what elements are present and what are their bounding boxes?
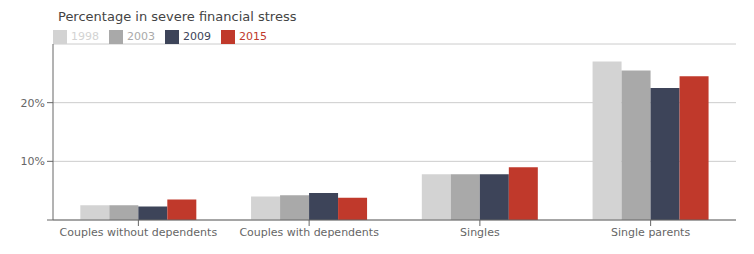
svg-text:Couples with dependents: Couples with dependents (239, 226, 379, 239)
svg-text:Couples without dependents: Couples without dependents (60, 226, 218, 239)
html-text:2003: 2003 (127, 30, 155, 43)
html-text:2015: 2015 (239, 30, 267, 43)
svg-text:20%: 20% (21, 97, 45, 110)
svg-text:10%: 10% (21, 155, 45, 168)
html-text:1998: 1998 (71, 30, 99, 43)
svg-text:Singles: Singles (460, 226, 500, 239)
html-text:2009: 2009 (183, 30, 211, 43)
html-text:Percentage in severe financial: Percentage in severe financial stress (58, 9, 297, 24)
svg-text:Single parents: Single parents (611, 226, 690, 239)
